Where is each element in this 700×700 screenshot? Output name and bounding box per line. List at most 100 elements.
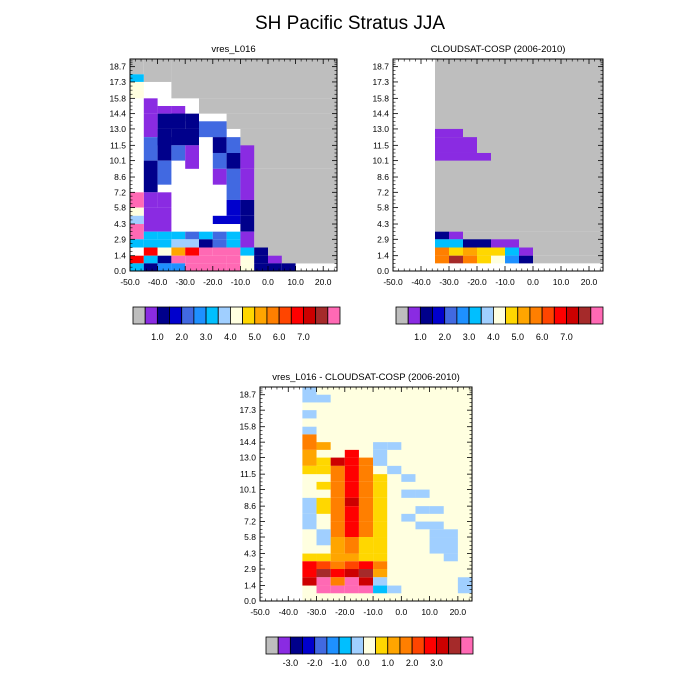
heatmap-cell bbox=[185, 231, 199, 240]
heatmap-cell bbox=[143, 192, 158, 208]
y-tick-label: 4.3 bbox=[377, 219, 389, 229]
panel-cloudsat-cosp: CLOUDSAT-COSP (2006-2010) -50.0 -40.0 -30.0… bbox=[372, 44, 604, 342]
colorbar-swatch bbox=[326, 636, 340, 655]
heatmap-cell bbox=[240, 168, 255, 200]
colorbar-swatch bbox=[553, 306, 567, 325]
y-tick-label: 15.8 bbox=[239, 422, 256, 432]
colorbar-label: -1.0 bbox=[331, 658, 347, 668]
heatmap-cell bbox=[344, 561, 359, 570]
colorbar-swatch bbox=[407, 306, 421, 325]
colorbar-label: 6.0 bbox=[273, 332, 286, 342]
heatmap-cell bbox=[401, 513, 416, 522]
heatmap-cell bbox=[240, 145, 255, 169]
heatmap-cell bbox=[157, 105, 172, 114]
colorbar-label: 3.0 bbox=[463, 332, 476, 342]
heatmap-cell bbox=[212, 152, 227, 169]
heatmap-cell bbox=[344, 465, 359, 482]
colorbar-label: 2.0 bbox=[406, 658, 419, 668]
y-tick-label: 17.3 bbox=[109, 77, 126, 87]
colorbar-label: 7.0 bbox=[560, 332, 573, 342]
x-tick-label: -10.0 bbox=[495, 277, 515, 287]
heatmap-cell bbox=[477, 255, 491, 264]
heatmap-cell bbox=[185, 263, 199, 271]
y-tick-label: 11.5 bbox=[240, 469, 256, 479]
colorbar-swatch bbox=[578, 306, 592, 325]
heatmap-cell bbox=[171, 231, 186, 240]
heatmap-cell bbox=[171, 239, 199, 248]
heatmap-cell bbox=[130, 81, 144, 91]
heatmap-cell bbox=[212, 168, 227, 185]
heatmap-cell bbox=[330, 577, 345, 586]
y-tick-label: 13.0 bbox=[239, 453, 256, 463]
colorbar-swatch bbox=[193, 306, 207, 325]
heatmap-cell bbox=[199, 239, 213, 248]
y-tick-label: 5.8 bbox=[114, 203, 126, 213]
heatmap-cell bbox=[429, 506, 444, 514]
heatmap-cell bbox=[330, 521, 345, 538]
colorbar-swatch bbox=[590, 306, 604, 325]
colorbar-swatch bbox=[448, 636, 462, 655]
colorbar-label: 2.0 bbox=[175, 332, 188, 342]
heatmap-cell bbox=[254, 255, 268, 264]
heatmap-cell bbox=[358, 537, 374, 554]
x-tick-label: -30.0 bbox=[176, 277, 196, 287]
colorbar-label: 7.0 bbox=[297, 332, 310, 342]
heatmap-cell bbox=[463, 152, 477, 161]
colorbar-swatch bbox=[303, 306, 317, 325]
heatmap-cell bbox=[344, 497, 359, 507]
heatmap-cell bbox=[302, 410, 317, 419]
heatmap-cell bbox=[477, 239, 491, 248]
y-tick-label: 5.8 bbox=[244, 532, 256, 542]
y-tick-label: 0.0 bbox=[377, 266, 389, 276]
x-tick-label: 20.0 bbox=[581, 277, 598, 287]
heatmap-cell bbox=[130, 207, 144, 216]
x-tick-label: -50.0 bbox=[383, 277, 403, 287]
heatmap-cell bbox=[373, 561, 388, 570]
heatmap-cell bbox=[330, 553, 359, 562]
heatmap-cell bbox=[449, 231, 463, 240]
heatmap-cell bbox=[226, 255, 241, 264]
colorbar-swatch bbox=[419, 306, 433, 325]
heatmap-cell bbox=[519, 247, 533, 256]
heatmap-cell bbox=[240, 247, 255, 256]
y-tick-label: 17.3 bbox=[239, 405, 256, 415]
y-tick-label: 1.4 bbox=[244, 581, 256, 591]
colorbar-swatch bbox=[315, 306, 329, 325]
x-tick-label: -40.0 bbox=[279, 607, 299, 617]
heatmap-cell bbox=[358, 521, 374, 538]
heatmap-cell bbox=[268, 255, 282, 264]
x-tick-label: 10.0 bbox=[421, 607, 438, 617]
heatmap-cell bbox=[226, 168, 241, 200]
heatmap-cell bbox=[330, 465, 345, 482]
y-tick-label: 2.9 bbox=[377, 234, 389, 244]
x-tick-label: -10.0 bbox=[363, 607, 383, 617]
heatmap-cell bbox=[226, 263, 241, 271]
y-tick-label: 13.0 bbox=[109, 124, 126, 134]
heatmap-cell bbox=[316, 569, 331, 578]
heatmap-cell bbox=[130, 90, 144, 99]
x-tick-label: -40.0 bbox=[148, 277, 168, 287]
heatmap-cell bbox=[344, 481, 359, 498]
heatmap-cell bbox=[373, 585, 388, 594]
y-tick-label: 0.0 bbox=[114, 266, 126, 276]
heatmap-cell bbox=[143, 113, 158, 138]
colorbar-label: 1.0 bbox=[151, 332, 164, 342]
heatmap-cell bbox=[157, 263, 172, 271]
heatmap-cell bbox=[387, 465, 402, 475]
heatmap-cell bbox=[157, 231, 172, 240]
heatmap-cell bbox=[316, 585, 331, 594]
heatmap-cell bbox=[171, 247, 186, 256]
figure-title: SH Pacific Stratus JJA bbox=[255, 13, 445, 34]
y-tick-label: 2.9 bbox=[244, 564, 256, 574]
heatmap-cell bbox=[429, 537, 458, 554]
heatmap-cell bbox=[157, 247, 172, 256]
heatmap-cell bbox=[316, 561, 331, 570]
colorbar-swatch bbox=[132, 306, 146, 325]
heatmap-cell bbox=[240, 128, 337, 169]
colorbar-swatch bbox=[205, 306, 219, 325]
colorbar-swatch bbox=[399, 636, 413, 655]
heatmap-cell bbox=[449, 239, 463, 248]
colorbar-swatch bbox=[387, 636, 401, 655]
colorbar-swatch bbox=[468, 306, 482, 325]
